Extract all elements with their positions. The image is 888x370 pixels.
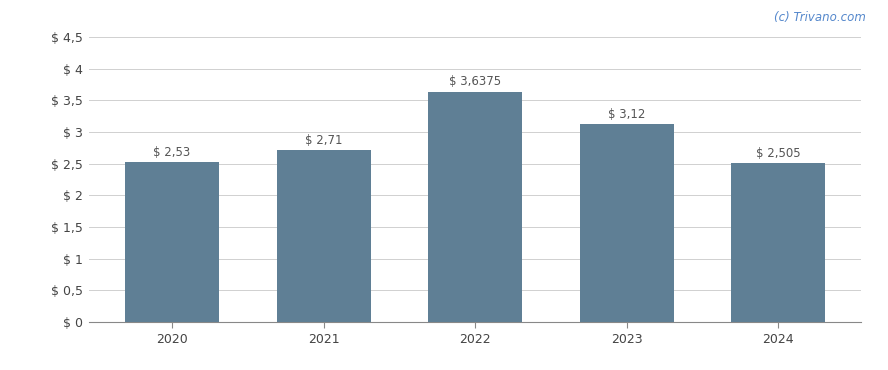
Bar [731, 163, 825, 322]
Bar [125, 162, 219, 322]
Text: $ 3,6375: $ 3,6375 [449, 75, 501, 88]
Text: $ 2,71: $ 2,71 [305, 134, 343, 147]
Text: $ 2,53: $ 2,53 [154, 145, 191, 159]
Text: $ 2,505: $ 2,505 [756, 147, 800, 160]
Text: (c) Trivano.com: (c) Trivano.com [774, 11, 866, 24]
Bar [277, 150, 370, 322]
Bar [580, 124, 673, 322]
Text: $ 3,12: $ 3,12 [608, 108, 646, 121]
Bar [428, 92, 522, 322]
